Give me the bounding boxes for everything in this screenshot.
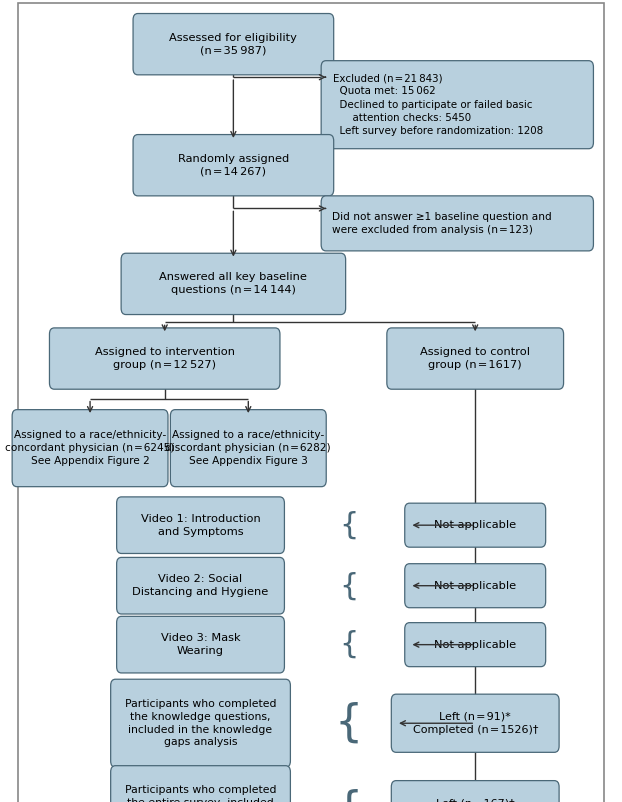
FancyBboxPatch shape [170, 410, 326, 487]
FancyBboxPatch shape [321, 196, 593, 251]
Text: Assessed for eligibility
(n = 35 987): Assessed for eligibility (n = 35 987) [169, 33, 297, 55]
Text: {: { [335, 788, 363, 802]
FancyBboxPatch shape [133, 135, 333, 196]
Text: Video 3: Mask
Wearing: Video 3: Mask Wearing [160, 634, 240, 656]
Text: {: { [339, 511, 358, 540]
Text: {: { [339, 571, 358, 600]
Text: Participants who completed
the knowledge questions,
included in the knowledge
ga: Participants who completed the knowledge… [125, 699, 276, 747]
Text: Did not answer ≥1 baseline question and
were excluded from analysis (n = 123): Did not answer ≥1 baseline question and … [332, 212, 552, 235]
FancyBboxPatch shape [387, 328, 564, 389]
Text: Excluded (n = 21 843)
  Quota met: 15 062
  Declined to participate or failed ba: Excluded (n = 21 843) Quota met: 15 062 … [333, 73, 543, 136]
FancyBboxPatch shape [111, 766, 290, 802]
Text: Assigned to a race/ethnicity-
concordant physician (n = 6245)
See Appendix Figur: Assigned to a race/ethnicity- concordant… [6, 431, 175, 466]
FancyBboxPatch shape [405, 622, 545, 666]
Text: Video 1: Introduction
and Symptoms: Video 1: Introduction and Symptoms [141, 514, 261, 537]
Text: {: { [339, 630, 358, 659]
Text: Randomly assigned
(n = 14 267): Randomly assigned (n = 14 267) [178, 154, 289, 176]
Text: Participants who completed
the entire survey, included
in all analyses other tha: Participants who completed the entire su… [125, 785, 276, 802]
FancyBboxPatch shape [111, 679, 290, 768]
Text: Assigned to a race/ethnicity-
discordant physician (n = 6282)
See Appendix Figur: Assigned to a race/ethnicity- discordant… [165, 431, 331, 466]
FancyBboxPatch shape [405, 564, 545, 608]
FancyBboxPatch shape [405, 503, 545, 547]
Text: Not applicable: Not applicable [434, 640, 516, 650]
Text: Left (n = 167)‡
Completed (n = 1450)§: Left (n = 167)‡ Completed (n = 1450)§ [412, 798, 538, 802]
Text: Not applicable: Not applicable [434, 520, 516, 530]
Text: {: { [335, 702, 363, 745]
FancyBboxPatch shape [50, 328, 280, 389]
Text: Video 2: Social
Distancing and Hygiene: Video 2: Social Distancing and Hygiene [132, 574, 269, 597]
FancyBboxPatch shape [121, 253, 346, 314]
Text: Not applicable: Not applicable [434, 581, 516, 591]
Text: Assigned to control
group (n = 1617): Assigned to control group (n = 1617) [420, 347, 530, 370]
FancyBboxPatch shape [117, 497, 284, 553]
FancyBboxPatch shape [391, 780, 559, 802]
FancyBboxPatch shape [133, 14, 333, 75]
FancyBboxPatch shape [391, 695, 559, 752]
Text: Assigned to intervention
group (n = 12 527): Assigned to intervention group (n = 12 5… [95, 347, 234, 370]
FancyBboxPatch shape [117, 557, 284, 614]
Text: Left (n = 91)*
Completed (n = 1526)†: Left (n = 91)* Completed (n = 1526)† [412, 712, 538, 735]
FancyBboxPatch shape [321, 61, 593, 148]
FancyBboxPatch shape [12, 410, 168, 487]
FancyBboxPatch shape [117, 617, 284, 673]
Text: Answered all key baseline
questions (n = 14 144): Answered all key baseline questions (n =… [159, 273, 307, 295]
